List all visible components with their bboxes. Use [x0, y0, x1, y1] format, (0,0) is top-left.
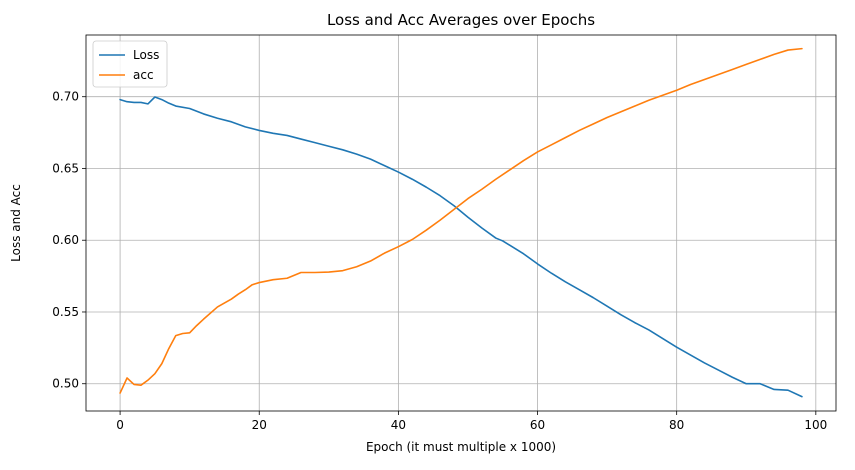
legend: Loss acc: [92, 40, 168, 88]
x-axis-label: Epoch (it must multiple x 1000): [366, 440, 556, 454]
y-tick-label: 0.70: [52, 90, 79, 104]
x-tick-label: 0: [116, 418, 124, 432]
y-axis-label: Loss and Acc: [9, 184, 23, 262]
x-tick-label: 80: [669, 418, 684, 432]
y-tick-label: 0.65: [52, 161, 79, 175]
y-tick-label: 0.60: [52, 233, 79, 247]
series-line-acc: [119, 47, 803, 394]
legend-label-acc: acc: [133, 68, 154, 82]
axis-ticks: 0 20 40 60 80 100 0.50 0.55 0.60 0.65 0.70: [52, 90, 827, 432]
legend-label-loss: Loss: [133, 48, 159, 62]
chart-title: Loss and Acc Averages over Epochs: [327, 11, 595, 29]
plot-frame: [85, 34, 837, 412]
series-line-loss: [119, 96, 803, 398]
y-tick-label: 0.55: [52, 305, 79, 319]
series-layer: [119, 47, 803, 398]
y-tick-label: 0.50: [52, 377, 79, 391]
x-tick-label: 40: [391, 418, 406, 432]
x-tick-label: 60: [530, 418, 545, 432]
x-tick-label: 20: [252, 418, 267, 432]
x-tick-label: 100: [804, 418, 827, 432]
